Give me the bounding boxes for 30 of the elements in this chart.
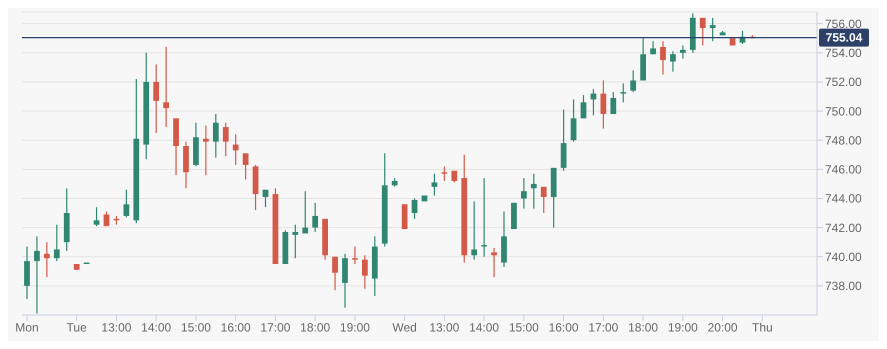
x-tick-label: 13:00 [101,320,132,335]
x-tick-label: 18:00 [300,320,330,335]
y-tick-label: 756.00 [825,16,862,31]
x-tick-label: Thu [752,320,773,335]
x-tick-label: 18:00 [628,320,658,335]
y-tick-label: 754.00 [825,46,862,60]
x-tick-label: 19:00 [340,320,370,335]
y-tick-label: 752.00 [825,75,862,90]
x-tick-label: 20:00 [708,320,738,335]
x-tick-label: 17:00 [588,320,619,335]
x-tick-label: 13:00 [429,320,460,335]
x-tick-label: 14:00 [141,320,172,335]
y-tick-label: 748.00 [825,133,862,148]
y-tick-label: 746.00 [825,162,862,177]
y-tick-label: 740.00 [825,250,862,264]
ref-line-label: 755.04 [826,30,863,45]
y-tick-label: 744.00 [825,192,862,206]
y-tick-label: 738.00 [825,279,862,294]
x-tick-label: Mon [15,320,39,335]
x-tick-label: 16:00 [220,320,251,335]
x-tick-label: 15:00 [508,320,540,335]
x-tick-label: Tue [66,320,88,335]
x-tick-label: 15:00 [180,320,212,335]
x-tick-label: 14:00 [469,320,500,335]
x-tick-label: 16:00 [548,320,579,335]
x-tick-label: Wed [392,320,417,335]
x-tick-label: 17:00 [260,320,291,335]
x-tick-label: 19:00 [668,320,698,335]
y-tick-label: 742.00 [825,220,862,235]
y-tick-label: 750.00 [825,104,862,118]
